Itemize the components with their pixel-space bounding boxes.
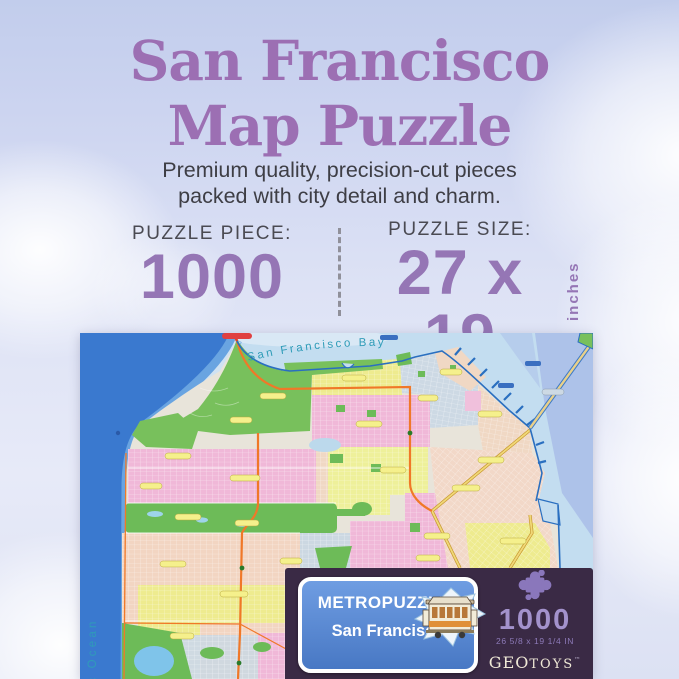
page-title: San Francisco Map Puzzle: [0, 28, 679, 158]
manufacturer-trademark: ™: [574, 656, 582, 664]
puzzle-piece-icon: [518, 569, 552, 601]
ocean-label: Pacific Ocean: [87, 618, 99, 679]
title-line2: Map Puzzle: [167, 93, 513, 158]
lake-merced: [134, 646, 174, 676]
box-city-name: San Francisco: [331, 622, 445, 640]
shoreline: [236, 340, 561, 569]
bay-bridge: [529, 340, 593, 429]
puzzle-size-unit: inches: [565, 261, 582, 321]
parks: [122, 339, 456, 679]
piece-count-value: 1000: [139, 242, 285, 312]
manufacturer-geo: GEO: [488, 653, 530, 672]
treasure-island: [577, 333, 593, 350]
box-dimensions: 26 5/8 x 19 1/4 IN: [496, 636, 574, 646]
title-line1: San Francisco: [129, 28, 551, 93]
subtitle-line2: packed with city detail and charm.: [178, 184, 501, 208]
stats-divider: [338, 228, 341, 316]
box-piece-count: 1000: [498, 604, 572, 636]
golden-gate-park: [125, 503, 337, 533]
map-label-pills: [139, 333, 541, 650]
subtitle-line1: Premium quality, precision-cut pieces: [162, 158, 517, 182]
puzzle-size-label: PUZZLE SIZE:: [388, 219, 532, 240]
piece-count-label: PUZZLE PIECE:: [132, 223, 292, 244]
manufacturer-logo: GEOTOYS™: [481, 653, 589, 672]
piece-count-stat: PUZZLE PIECE: 1000: [88, 223, 336, 309]
box-specs: 1000 26 5/8 x 19 1/4 IN GEOTOYS™: [481, 569, 589, 672]
puzzle-box: METROPUZZLE™ San Francisco: [285, 568, 593, 679]
cable-car-illustration: [413, 587, 487, 647]
bridges: [232, 333, 593, 430]
cloud-bokeh: [90, 230, 240, 350]
subtitle: Premium quality, precision-cut pieces pa…: [0, 157, 679, 209]
golden-gate-bridge-label-pill: [222, 333, 252, 339]
manufacturer-toys: TOYS: [529, 657, 575, 672]
highway-101-route: [235, 340, 433, 512]
